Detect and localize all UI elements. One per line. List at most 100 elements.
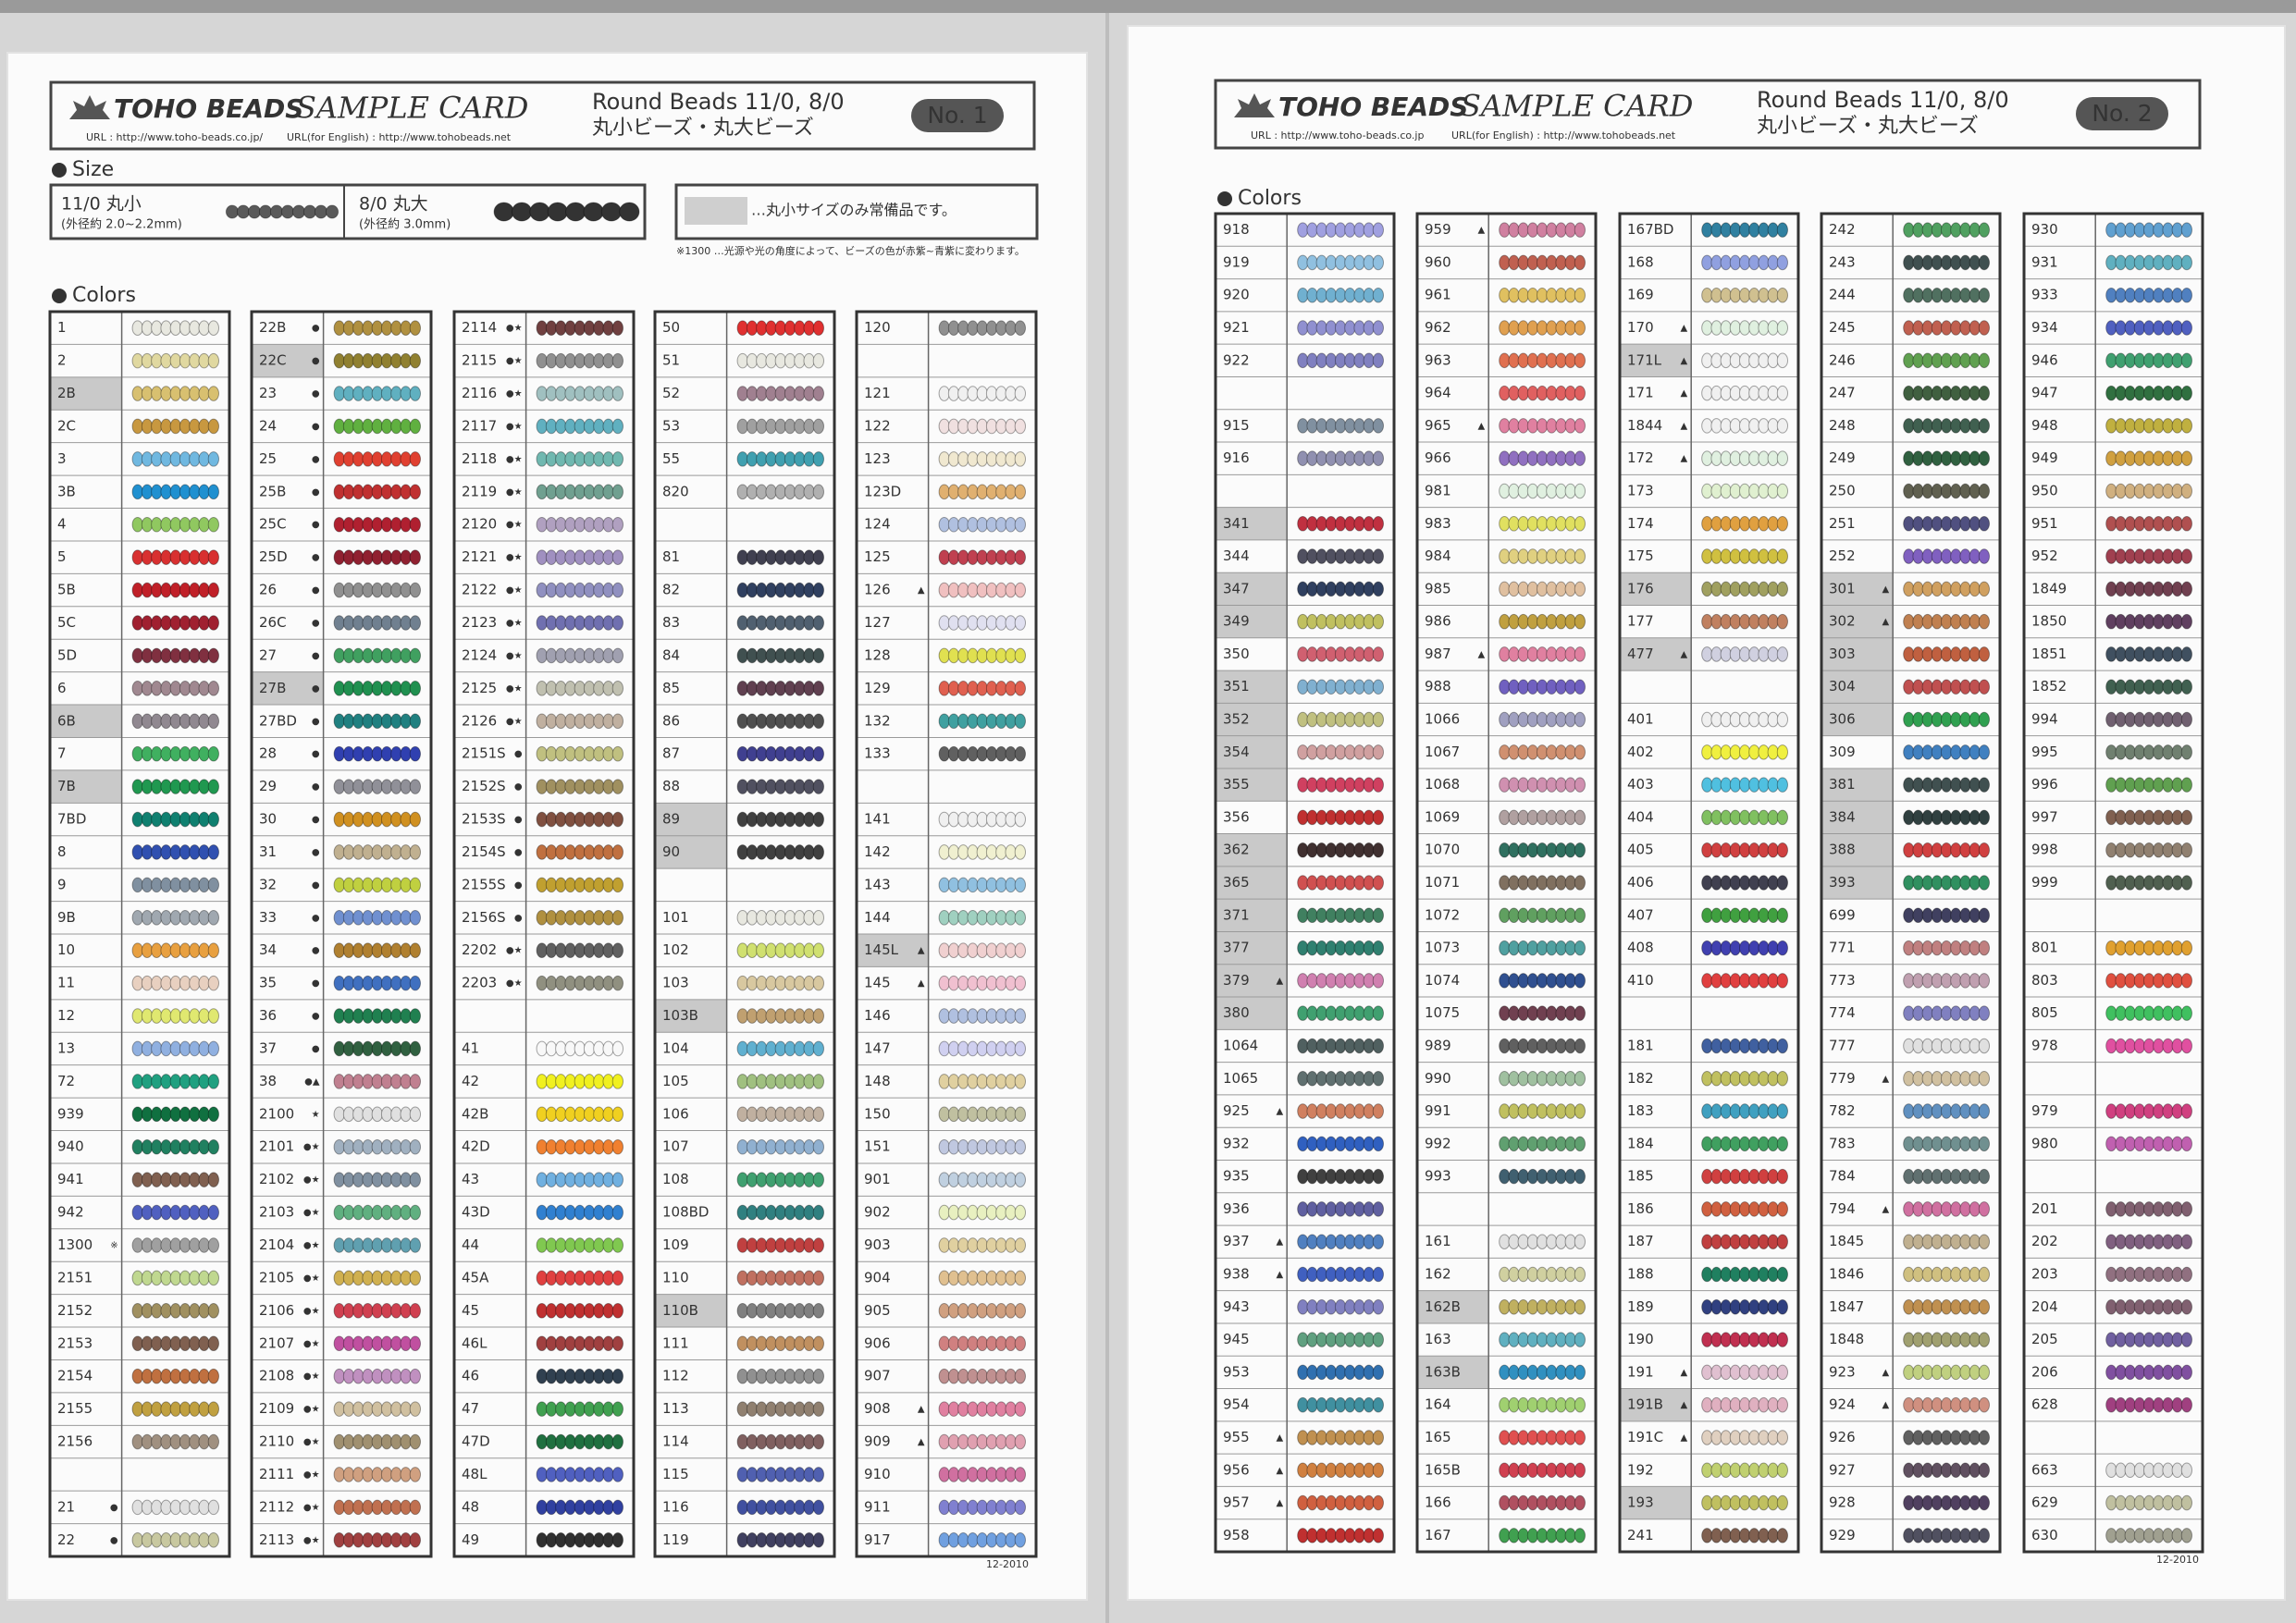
bead (1344, 940, 1356, 956)
bead (564, 1499, 576, 1516)
bead-code: 124 (864, 516, 891, 533)
bead (189, 1401, 201, 1417)
bead (1738, 1201, 1751, 1217)
bead (1526, 907, 1539, 924)
bead (1306, 613, 1318, 630)
bead (1499, 352, 1511, 369)
bead (1729, 516, 1742, 532)
bead (1758, 1332, 1770, 1347)
bead (1306, 581, 1318, 597)
bead (756, 909, 768, 926)
bead (189, 1138, 201, 1155)
bead (564, 1433, 576, 1450)
bead (947, 909, 960, 926)
bead (985, 647, 998, 664)
stock-shade (1620, 1486, 1692, 1519)
bead (1950, 1299, 1962, 1315)
bead (976, 1106, 988, 1123)
bead (409, 681, 422, 696)
bead (1014, 647, 1027, 664)
bead (611, 942, 624, 959)
bead (1564, 711, 1576, 728)
bead (765, 681, 777, 696)
bead (583, 418, 596, 435)
bead (342, 484, 355, 500)
bead (736, 681, 748, 696)
bead (2180, 1332, 2193, 1347)
bead (400, 909, 412, 926)
bead (1969, 1201, 1981, 1217)
bead (1776, 809, 1789, 826)
bead (1297, 1430, 1309, 1445)
bead (400, 713, 412, 730)
bead-mark: ● (312, 782, 320, 793)
bead (1372, 646, 1385, 662)
bead-mark: ▲ (1882, 584, 1889, 595)
bead (342, 1335, 355, 1352)
bead-code: 167BD (1627, 221, 1673, 238)
bead (602, 713, 614, 730)
bead (1720, 1462, 1732, 1479)
bead (1931, 581, 1944, 597)
bead (131, 647, 143, 664)
bead (1767, 907, 1779, 924)
bead (803, 681, 815, 696)
bead (1959, 1299, 1971, 1315)
bead-code: 87 (662, 745, 680, 762)
bead (1903, 548, 1915, 564)
bead (141, 975, 154, 991)
bead (803, 549, 815, 565)
bead-mark: ●★ (506, 717, 523, 727)
bead (198, 681, 210, 696)
bead (2115, 254, 2127, 271)
bead (1372, 1299, 1385, 1315)
bead (1950, 907, 1962, 924)
bead (1950, 222, 1962, 238)
bead (1729, 1234, 1742, 1249)
bead (400, 779, 412, 794)
bead (1005, 516, 1017, 533)
bead (593, 1467, 605, 1482)
bead (1950, 320, 1962, 336)
bead (1517, 1299, 1529, 1315)
bead (812, 1237, 825, 1253)
bead (1574, 842, 1586, 858)
bead-code: 248 (1829, 417, 1856, 434)
bead (803, 352, 815, 369)
bead (1353, 450, 1365, 466)
bead (564, 1138, 576, 1155)
bead-code: 43D (462, 1204, 490, 1221)
bead (1767, 875, 1779, 891)
bead (1315, 646, 1327, 662)
bead (1921, 450, 1933, 466)
bead (2105, 516, 2117, 532)
bead (602, 779, 614, 794)
bead (1499, 320, 1511, 336)
bead (189, 320, 201, 337)
bead (2153, 1136, 2165, 1152)
bead (1738, 581, 1751, 597)
bead (189, 1204, 201, 1221)
bead (1710, 254, 1722, 271)
bead (1921, 548, 1933, 564)
bead (2133, 1266, 2146, 1283)
bead (593, 484, 605, 500)
bead (611, 1172, 624, 1187)
bead-code: 2126 (462, 712, 497, 729)
bead (1363, 581, 1375, 597)
bead (756, 1499, 768, 1516)
bead-code: 1300 (57, 1236, 93, 1253)
bead-code: 122 (864, 417, 891, 434)
bead-code: 2112 (259, 1498, 294, 1515)
bead (1508, 1332, 1520, 1347)
bead (1546, 418, 1558, 434)
bead (564, 1467, 576, 1482)
bead-code: 2103 (259, 1204, 294, 1221)
bead (976, 909, 988, 926)
bead (1536, 418, 1549, 434)
bead (995, 713, 1007, 730)
bead-code: 25 (259, 450, 277, 467)
bead (611, 451, 624, 467)
bead (1315, 1299, 1327, 1315)
bead (611, 1074, 624, 1089)
